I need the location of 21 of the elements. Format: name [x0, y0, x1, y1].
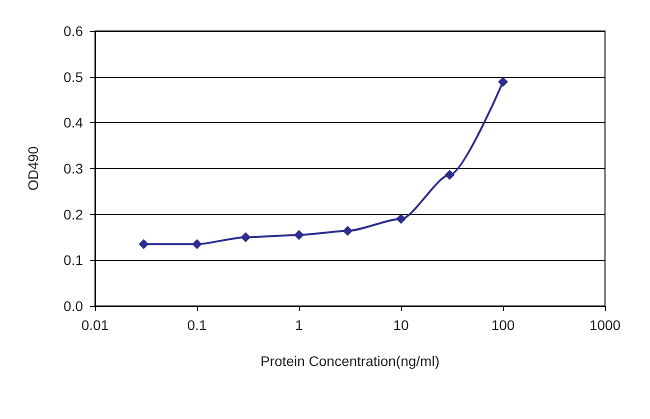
point: [396, 214, 406, 224]
y-tick-label: 0.4: [64, 114, 84, 131]
x-tick-label: 1: [295, 317, 304, 333]
y-tick-label: 0.0: [64, 298, 84, 314]
y-tick-label: 0.2: [64, 206, 84, 222]
y-tick-label: 0.6: [64, 23, 84, 39]
x-axis-title: Protein Concentration(ng/ml): [260, 353, 440, 369]
x-tick-label: 0.1: [187, 317, 207, 333]
y-tick-label: 0.1: [64, 252, 84, 268]
point: [498, 76, 508, 87]
x-tick-label: 1000: [589, 317, 621, 333]
y-tick-label: 0.5: [64, 68, 84, 85]
x-tick-label: 100: [491, 317, 515, 333]
point: [342, 226, 353, 236]
y-tick-label: 0.3: [64, 160, 84, 176]
x-tick-label: 0.01: [81, 317, 109, 333]
point: [138, 239, 149, 250]
y-axis-title: OD490: [25, 146, 41, 191]
x-tick-label: 10: [393, 317, 409, 333]
point: [240, 232, 251, 242]
point: [294, 230, 304, 240]
